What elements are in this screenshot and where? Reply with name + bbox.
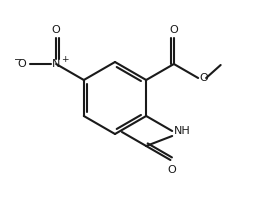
Text: O: O bbox=[170, 25, 178, 35]
Text: O: O bbox=[17, 59, 26, 69]
Text: O: O bbox=[52, 25, 60, 35]
Text: O: O bbox=[167, 165, 176, 175]
Text: +: + bbox=[61, 55, 69, 63]
Text: −: − bbox=[14, 55, 22, 65]
Text: N: N bbox=[52, 59, 60, 69]
Text: NH: NH bbox=[174, 126, 191, 136]
Text: O: O bbox=[199, 73, 208, 83]
